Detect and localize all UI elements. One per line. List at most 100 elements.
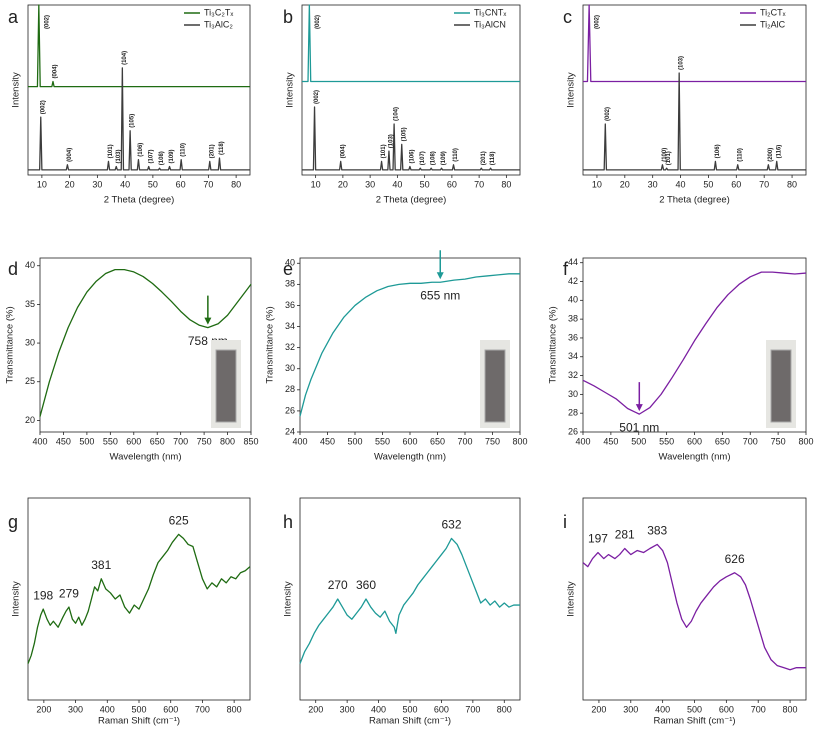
x-tick-label: 850 bbox=[243, 436, 258, 446]
peak-label: (103) bbox=[679, 56, 685, 70]
x-tick-label: 800 bbox=[497, 704, 512, 714]
peak-label: 281 bbox=[615, 528, 635, 542]
peak-label: 381 bbox=[91, 558, 111, 572]
panel-letter: d bbox=[8, 259, 18, 279]
y-axis-title: Intensity bbox=[566, 72, 577, 108]
peak-label: (110) bbox=[453, 148, 459, 162]
panel-letter: a bbox=[8, 7, 19, 27]
x-tick-label: 30 bbox=[92, 179, 102, 189]
peak-label: (103) bbox=[116, 149, 122, 163]
peak-label: (002) bbox=[315, 15, 321, 29]
plot-frame bbox=[27, 4, 251, 176]
x-tick-label: 50 bbox=[703, 179, 713, 189]
x-axis-title: Wavelength (nm) bbox=[374, 452, 446, 463]
x-tick-label: 200 bbox=[591, 704, 606, 714]
x-tick-label: 70 bbox=[203, 179, 213, 189]
cuvette bbox=[215, 349, 237, 423]
peak-label: (109) bbox=[169, 149, 175, 163]
arrow-head bbox=[635, 404, 643, 412]
x-tick-label: 600 bbox=[163, 704, 178, 714]
x-axis-title: Raman Shift (cm⁻¹) bbox=[98, 716, 180, 727]
x-tick-label: 40 bbox=[392, 179, 402, 189]
data-line bbox=[582, 271, 807, 415]
x-axis-title: Wavelength (nm) bbox=[659, 452, 731, 463]
data-line bbox=[582, 543, 806, 671]
x-tick-label: 500 bbox=[402, 704, 417, 714]
peak-label: 360 bbox=[356, 578, 376, 592]
peak-label: (004) bbox=[67, 148, 73, 162]
legend-label: Ti₃AlC₂ bbox=[204, 19, 233, 29]
x-tick-label: 700 bbox=[465, 704, 480, 714]
y-tick-label: 28 bbox=[568, 408, 578, 418]
x-tick-label: 400 bbox=[371, 704, 386, 714]
peak-label: (106) bbox=[409, 149, 415, 163]
x-tick-label: 300 bbox=[623, 704, 638, 714]
x-tick-label: 700 bbox=[751, 704, 766, 714]
x-tick-label: 200 bbox=[36, 704, 51, 714]
peak-label: (002) bbox=[605, 107, 611, 121]
data-line bbox=[39, 268, 252, 417]
x-tick-label: 40 bbox=[120, 179, 130, 189]
peak-label: (110) bbox=[737, 148, 743, 162]
peak-label: (002) bbox=[40, 100, 46, 114]
x-tick-label: 700 bbox=[195, 704, 210, 714]
x-tick-label: 800 bbox=[512, 436, 527, 446]
x-tick-label: 50 bbox=[148, 179, 158, 189]
cuvette bbox=[770, 349, 792, 423]
x-tick-label: 500 bbox=[131, 704, 146, 714]
y-tick-label: 26 bbox=[568, 426, 578, 436]
legend-label: Ti₂AlC bbox=[760, 19, 786, 29]
legend-label: Ti₂CTₓ bbox=[760, 7, 786, 17]
x-tick-label: 60 bbox=[731, 179, 741, 189]
y-axis-title: Intensity bbox=[566, 581, 577, 617]
x-tick-label: 800 bbox=[227, 704, 242, 714]
peak-label: (104) bbox=[394, 107, 400, 121]
peak-label: (201) bbox=[481, 151, 487, 165]
x-tick-label: 600 bbox=[434, 704, 449, 714]
x-tick-label: 70 bbox=[474, 179, 484, 189]
peak-label: 279 bbox=[59, 586, 79, 600]
x-tick-label: 450 bbox=[320, 436, 335, 446]
data-line bbox=[27, 533, 251, 664]
x-tick-label: 750 bbox=[197, 436, 212, 446]
x-tick-label: 550 bbox=[375, 436, 390, 446]
y-tick-label: 40 bbox=[25, 260, 35, 270]
peak-label: (105) bbox=[401, 127, 407, 141]
x-tick-label: 80 bbox=[787, 179, 797, 189]
x-tick-label: 500 bbox=[631, 436, 646, 446]
x-axis-title: Raman Shift (cm⁻¹) bbox=[653, 716, 735, 727]
x-tick-label: 400 bbox=[100, 704, 115, 714]
panel-letter: e bbox=[283, 259, 293, 279]
y-tick-label: 32 bbox=[568, 370, 578, 380]
peak-label: (101) bbox=[108, 144, 114, 158]
peak-label: (116) bbox=[776, 145, 782, 159]
x-tick-label: 500 bbox=[687, 704, 702, 714]
y-tick-label: 36 bbox=[285, 300, 295, 310]
peak-label: 625 bbox=[169, 514, 189, 528]
x-tick-label: 80 bbox=[501, 179, 511, 189]
peak-label: (105) bbox=[130, 114, 136, 128]
x-tick-label: 450 bbox=[603, 436, 618, 446]
peak-label: (107) bbox=[148, 149, 154, 163]
peak-label: (004) bbox=[340, 144, 346, 158]
x-tick-label: 20 bbox=[65, 179, 75, 189]
x-tick-label: 50 bbox=[420, 179, 430, 189]
x-tick-label: 60 bbox=[176, 179, 186, 189]
y-tick-label: 38 bbox=[285, 279, 295, 289]
x-tick-label: 400 bbox=[575, 436, 590, 446]
x-tick-label: 800 bbox=[783, 704, 798, 714]
data-line bbox=[299, 273, 520, 417]
x-tick-label: 40 bbox=[676, 179, 686, 189]
x-tick-label: 400 bbox=[655, 704, 670, 714]
x-tick-label: 20 bbox=[338, 179, 348, 189]
data-line bbox=[583, 72, 806, 171]
panel-letter: g bbox=[8, 512, 18, 532]
plot-frame bbox=[299, 497, 521, 701]
y-tick-label: 40 bbox=[285, 258, 295, 268]
peak-label: (109) bbox=[441, 151, 447, 165]
peak-label: 632 bbox=[441, 518, 461, 532]
panel-letter: i bbox=[563, 512, 567, 532]
x-tick-label: 550 bbox=[659, 436, 674, 446]
x-tick-label: 60 bbox=[447, 179, 457, 189]
